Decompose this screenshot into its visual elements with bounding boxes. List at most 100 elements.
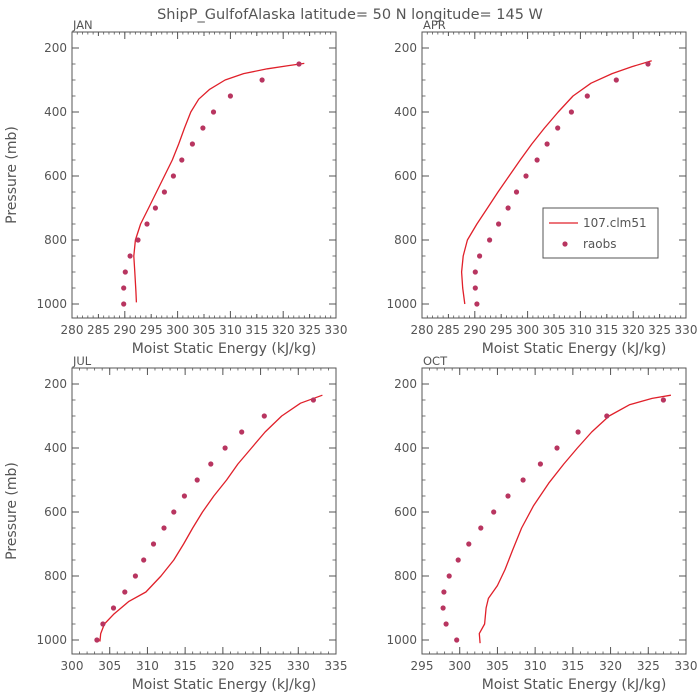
y-tick-label: 600 bbox=[394, 505, 417, 519]
y-tick-label: 400 bbox=[44, 105, 67, 119]
x-tick-label: 315 bbox=[245, 323, 268, 337]
x-tick-label: 325 bbox=[249, 659, 272, 673]
raobs-point bbox=[544, 141, 550, 147]
x-tick-label: 300 bbox=[448, 659, 471, 673]
x-tick-label: 305 bbox=[486, 659, 509, 673]
series-line-model bbox=[99, 394, 323, 642]
raobs-point bbox=[454, 637, 460, 643]
x-tick-label: 320 bbox=[211, 659, 234, 673]
x-tick-label: 330 bbox=[675, 323, 698, 337]
raobs-point bbox=[127, 253, 133, 259]
raobs-point bbox=[472, 285, 478, 291]
y-tick-label: 800 bbox=[394, 569, 417, 583]
raobs-point bbox=[440, 605, 446, 611]
y-tick-label: 800 bbox=[44, 233, 67, 247]
raobs-point bbox=[122, 589, 128, 595]
raobs-point bbox=[487, 237, 493, 243]
raobs-point bbox=[446, 573, 452, 579]
x-tick-label: 330 bbox=[325, 323, 348, 337]
raobs-point bbox=[170, 173, 176, 179]
x-tick-label: 280 bbox=[411, 323, 434, 337]
y-tick-label: 1000 bbox=[36, 297, 67, 311]
x-tick-label: 315 bbox=[174, 659, 197, 673]
raobs-point bbox=[94, 637, 100, 643]
raobs-point bbox=[441, 589, 447, 595]
y-tick-label: 600 bbox=[44, 169, 67, 183]
raobs-point bbox=[466, 541, 472, 547]
legend-label-model: 107.clm51 bbox=[583, 216, 647, 230]
raobs-point bbox=[645, 61, 651, 67]
raobs-point bbox=[259, 77, 265, 83]
y-tick-label: 200 bbox=[394, 377, 417, 391]
legend: 107.clm51 raobs bbox=[542, 207, 659, 259]
raobs-point bbox=[239, 429, 245, 435]
raobs-point bbox=[132, 573, 138, 579]
series-line-model bbox=[460, 60, 652, 305]
x-tick-label: 310 bbox=[524, 659, 547, 673]
y-tick-label: 200 bbox=[44, 377, 67, 391]
raobs-point bbox=[208, 461, 214, 467]
raobs-point bbox=[152, 205, 158, 211]
y-tick-label: 600 bbox=[394, 169, 417, 183]
panel-label: JAN bbox=[72, 18, 93, 32]
raobs-point bbox=[455, 557, 461, 563]
x-tick-label: 285 bbox=[87, 323, 110, 337]
y-tick-label: 400 bbox=[394, 441, 417, 455]
y-tick-label: 800 bbox=[394, 233, 417, 247]
raobs-point bbox=[189, 141, 195, 147]
x-tick-label: 305 bbox=[98, 659, 121, 673]
panel-jul: 300 305 310 315 320 325 330 335 200 400 600 800 1000… bbox=[4, 354, 347, 693]
y-tick-label: 400 bbox=[44, 441, 67, 455]
raobs-point bbox=[141, 557, 147, 563]
x-tick-label: 315 bbox=[561, 659, 584, 673]
panel-label: OCT bbox=[423, 354, 448, 368]
raobs-point bbox=[523, 173, 529, 179]
raobs-point bbox=[575, 429, 581, 435]
raobs-point bbox=[496, 221, 502, 227]
figure-title: ShipP_GulfofAlaska latitude= 50 N longit… bbox=[157, 7, 543, 23]
raobs-point bbox=[554, 445, 560, 451]
x-tick-label: 290 bbox=[113, 323, 136, 337]
x-tick-label: 295 bbox=[411, 659, 434, 673]
panel-apr: 280 285 290 295 300 305 310 315 320 325 330 200 400 6… bbox=[386, 18, 697, 357]
plot-frame bbox=[421, 367, 687, 655]
x-tick-label: 325 bbox=[637, 659, 660, 673]
panel-label: APR bbox=[423, 18, 446, 32]
x-tick-label: 280 bbox=[61, 323, 84, 337]
y-axis-label: Pressure (mb) bbox=[4, 462, 20, 560]
x-tick-label: 330 bbox=[675, 659, 698, 673]
x-tick-label: 290 bbox=[463, 323, 486, 337]
y-tick-label: 800 bbox=[44, 569, 67, 583]
x-tick-label: 305 bbox=[193, 323, 216, 337]
raobs-point bbox=[520, 477, 526, 483]
raobs-point bbox=[100, 621, 106, 627]
legend-marker-swatch bbox=[562, 241, 568, 247]
x-tick-label: 320 bbox=[272, 323, 295, 337]
raobs-point bbox=[181, 493, 187, 499]
raobs-point bbox=[472, 269, 478, 275]
series-line-model bbox=[478, 394, 672, 644]
y-tick-label: 1000 bbox=[386, 633, 417, 647]
raobs-point bbox=[161, 525, 167, 531]
raobs-point bbox=[534, 157, 540, 163]
y-tick-label: 400 bbox=[394, 105, 417, 119]
raobs-point bbox=[261, 413, 267, 419]
raobs-point bbox=[144, 221, 150, 227]
raobs-point bbox=[474, 301, 480, 307]
x-tick-label: 310 bbox=[219, 323, 242, 337]
panel-oct: 295 300 305 310 315 320 325 330 200 400 600 800 1000… bbox=[386, 354, 697, 693]
x-tick-label: 295 bbox=[490, 323, 513, 337]
x-tick-label: 310 bbox=[569, 323, 592, 337]
x-tick-label: 295 bbox=[140, 323, 163, 337]
y-tick-label: 1000 bbox=[386, 297, 417, 311]
panels: 280 285 290 295 300 305 310 315 320 325 3302004006… bbox=[4, 18, 697, 693]
y-tick-label: 1000 bbox=[36, 633, 67, 647]
raobs-point bbox=[222, 445, 228, 451]
raobs-point bbox=[478, 525, 484, 531]
x-tick-label: 335 bbox=[325, 659, 348, 673]
raobs-point bbox=[135, 237, 141, 243]
x-tick-label: 300 bbox=[516, 323, 539, 337]
raobs-point bbox=[200, 125, 206, 131]
legend-label-raobs: raobs bbox=[583, 237, 617, 251]
